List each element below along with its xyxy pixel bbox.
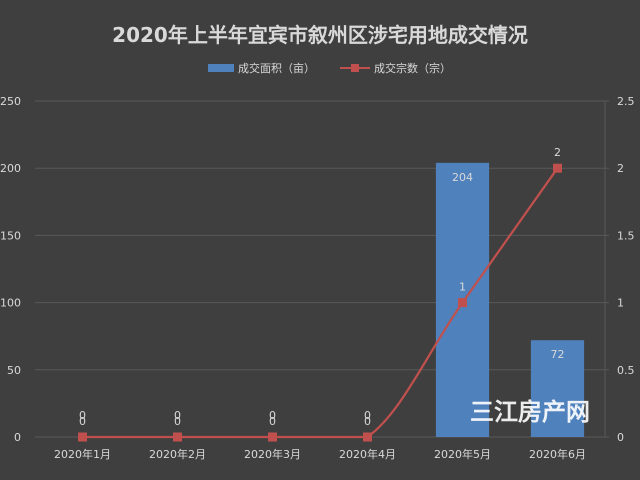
y-left-tick-label: 150 (0, 229, 21, 242)
y-left-tick-label: 100 (0, 297, 21, 310)
bar-data-label: 0 (269, 409, 276, 422)
line-series (78, 163, 562, 442)
legend-label-count: 成交宗数（宗） (374, 61, 451, 75)
bar-data-label: 204 (452, 171, 473, 184)
y-right-tick-label: 2 (617, 162, 624, 175)
bar-area (530, 340, 585, 437)
line-data-label: 2 (554, 146, 561, 159)
y-right-tick-label: 0.5 (617, 364, 635, 377)
x-tick-label: 2020年3月 (244, 447, 301, 461)
x-tick-label: 2020年6月 (529, 447, 586, 461)
x-tick-label: 2020年4月 (339, 447, 396, 461)
line-data-label: 1 (459, 281, 466, 294)
y-right-tick-label: 2.5 (617, 95, 635, 108)
legend-label-area: 成交面积（亩） (238, 61, 315, 75)
line-marker (78, 432, 87, 442)
y-left-tick-label: 250 (0, 95, 21, 108)
y-left-tick-label: 200 (0, 162, 21, 175)
bar-data-label: 0 (364, 409, 371, 422)
line-data-label: 0 (174, 415, 181, 428)
legend-marker-count (351, 64, 359, 72)
x-tick-label: 2020年5月 (434, 447, 491, 461)
line-data-label: 0 (79, 415, 86, 428)
bar-data-label: 0 (174, 409, 181, 422)
line-data-label: 0 (269, 415, 276, 428)
x-tick-label: 2020年2月 (149, 447, 206, 461)
bar-data-label: 0 (79, 409, 86, 422)
line-data-label: 0 (364, 415, 371, 428)
x-tick-label: 2020年1月 (54, 447, 111, 461)
y-right-tick-label: 0 (617, 431, 624, 444)
y-left-tick-label: 50 (7, 364, 21, 377)
left-axis-ticks: 0 50 100 150 200 250 (0, 95, 21, 444)
x-axis-labels: 2020年1月 2020年2月 2020年3月 2020年4月 2020年5月 2020年… (54, 447, 586, 461)
line-marker (553, 163, 562, 173)
legend: 成交面积（亩） 成交宗数（宗） (208, 61, 451, 75)
y-left-tick-label: 0 (14, 431, 21, 444)
watermark-logo: 三江房产网 (470, 398, 590, 426)
legend-swatch-area (208, 64, 234, 72)
chart-title: 2020年上半年宜宾市叙州区涉宅用地成交情况 (112, 23, 528, 47)
bar-data-label: 72 (551, 348, 565, 361)
line-marker (173, 432, 182, 442)
line-marker (458, 298, 467, 308)
line-marker (363, 432, 372, 442)
line-marker (268, 432, 277, 442)
y-right-tick-label: 1.5 (617, 229, 635, 242)
y-right-tick-label: 1 (617, 297, 624, 310)
right-axis-ticks: 0 0.5 1 1.5 2 2.5 (604, 95, 635, 444)
